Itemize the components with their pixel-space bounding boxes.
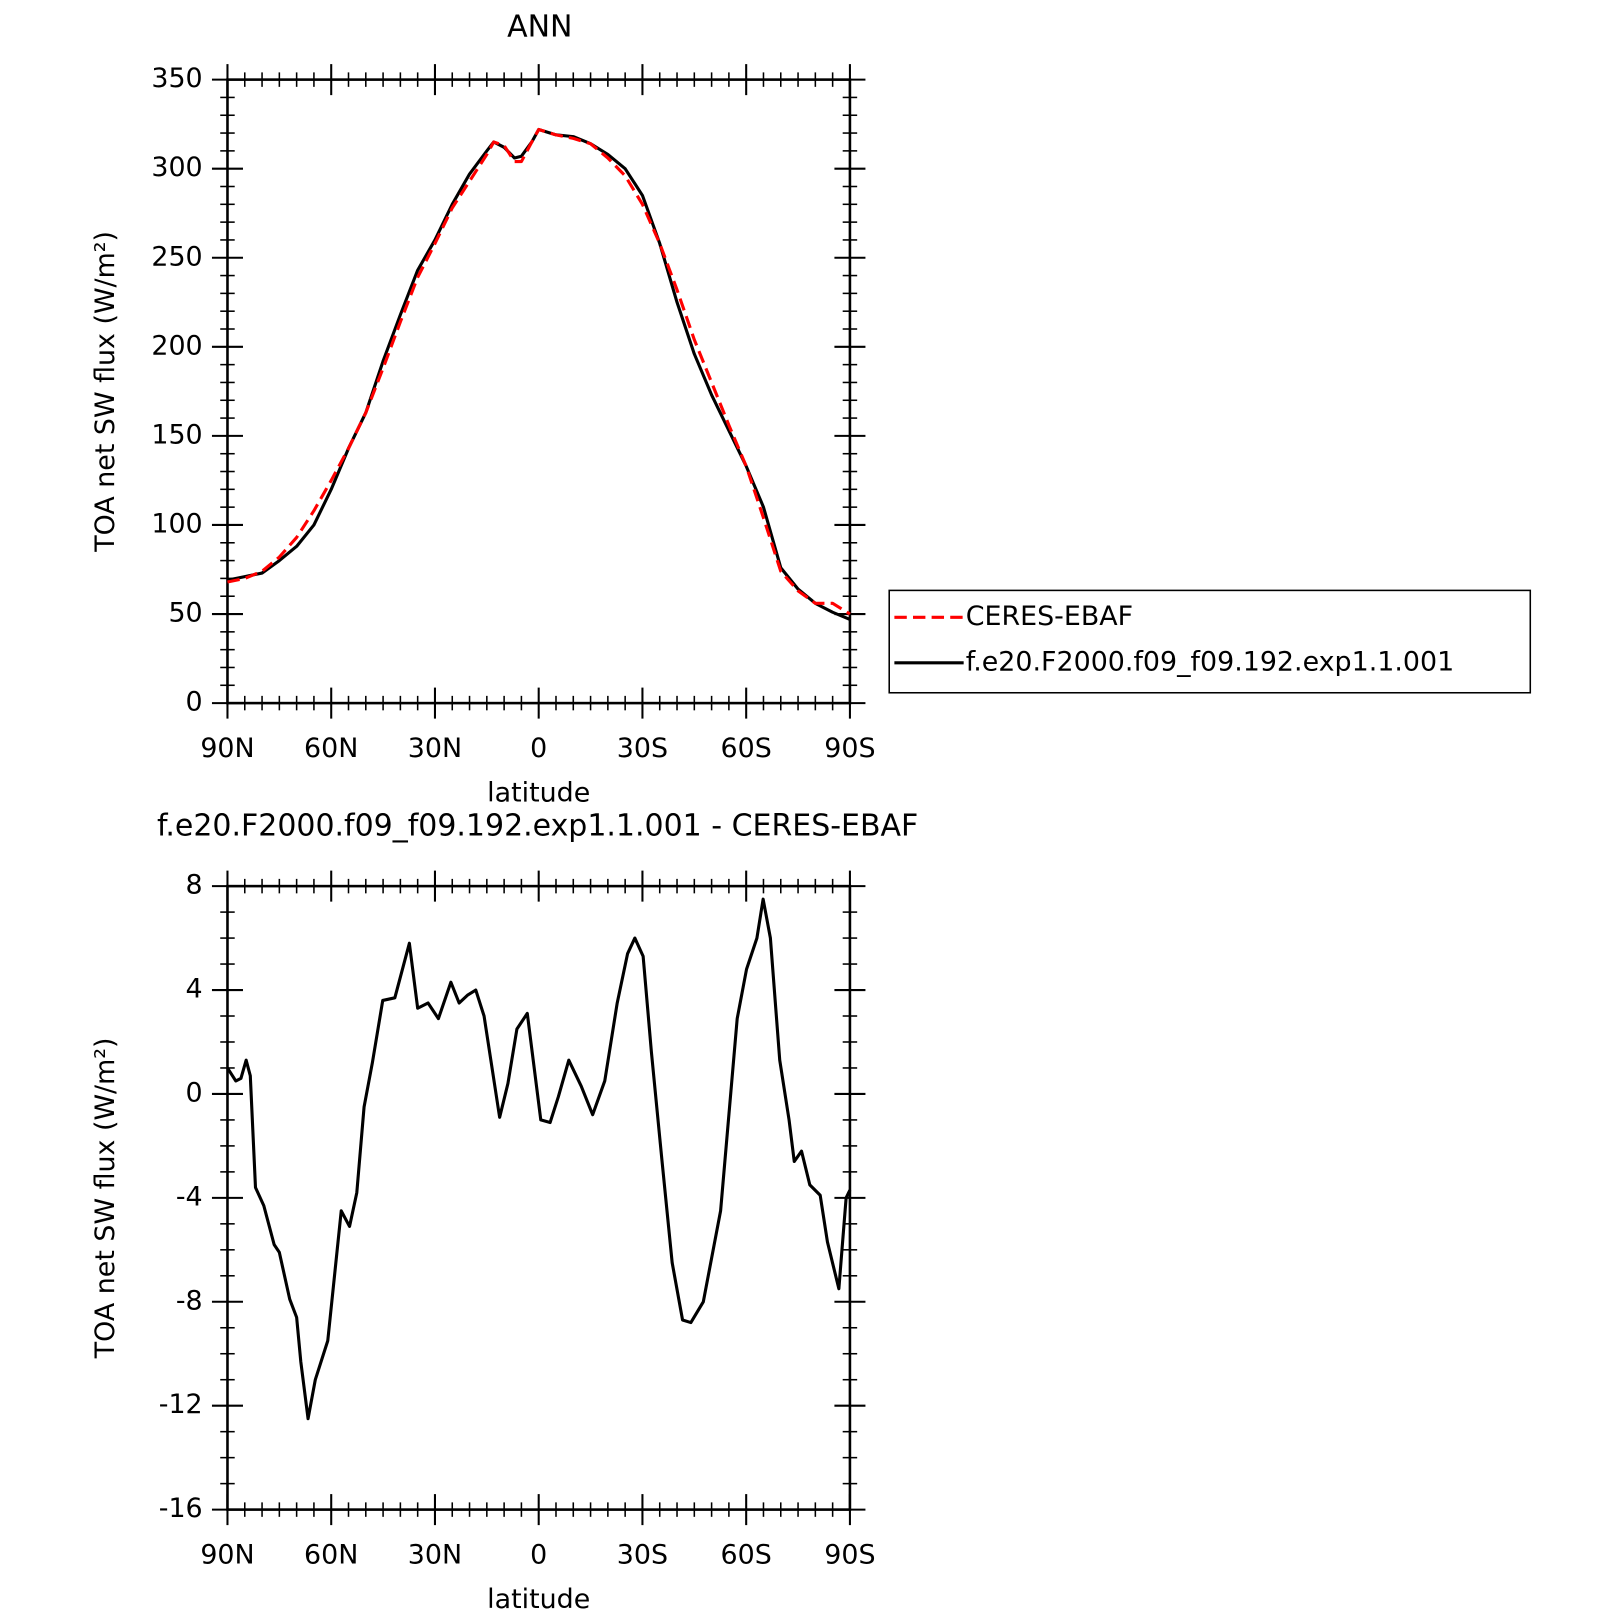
y-tick-label: 4 xyxy=(186,974,203,1005)
y-tick-label: -8 xyxy=(176,1285,203,1316)
y-tick-label: 50 xyxy=(168,598,202,629)
legend-label: f.e20.F2000.f09_f09.192.exp1.1.001 xyxy=(966,646,1454,677)
y-tick-label: -4 xyxy=(176,1181,203,1212)
x-tick-label: 90N xyxy=(200,1540,254,1571)
x-axis-label: latitude xyxy=(487,1584,590,1613)
y-tick-label: 200 xyxy=(151,330,202,361)
data-line xyxy=(227,127,851,621)
chart-title: ANN xyxy=(507,9,572,44)
y-axis-label: TOA net SW flux (W/m²) xyxy=(90,231,121,553)
x-tick-label: 0 xyxy=(530,733,547,764)
chart-title: f.e20.F2000.f09_f09.192.exp1.1.001 - CER… xyxy=(157,809,918,844)
y-tick-label: -16 xyxy=(159,1493,203,1524)
x-axis-label: latitude xyxy=(487,778,590,809)
y-tick-label: 8 xyxy=(186,870,203,901)
x-tick-label: 30N xyxy=(408,1540,462,1571)
x-tick-label: 90S xyxy=(824,1540,875,1571)
y-tick-label: 250 xyxy=(151,241,202,272)
x-tick-label: 30S xyxy=(617,1540,668,1571)
x-tick-label: 0 xyxy=(530,1540,547,1571)
y-tick-label: -12 xyxy=(159,1389,203,1420)
y-axis-label: TOA net SW flux (W/m²) xyxy=(90,1037,121,1359)
y-tick-label: 0 xyxy=(186,687,203,718)
x-tick-label: 60N xyxy=(304,1540,358,1571)
legend-box xyxy=(888,589,1532,694)
data-line xyxy=(227,127,851,616)
legend-label: CERES-EBAF xyxy=(966,601,1133,632)
y-tick-label: 0 xyxy=(186,1077,203,1108)
x-tick-label: 90N xyxy=(200,733,254,764)
plot-frame xyxy=(226,884,852,1511)
x-tick-label: 60S xyxy=(721,733,772,764)
x-tick-label: 60S xyxy=(721,1540,772,1571)
x-tick-label: 30S xyxy=(617,733,668,764)
x-tick-label: 60N xyxy=(304,733,358,764)
x-tick-label: 90S xyxy=(824,733,875,764)
y-tick-label: 100 xyxy=(151,508,202,539)
y-tick-label: 150 xyxy=(151,419,202,450)
plot-frame xyxy=(226,78,852,705)
x-tick-label: 30N xyxy=(408,733,462,764)
y-tick-label: 350 xyxy=(151,63,202,94)
y-tick-label: 300 xyxy=(151,152,202,183)
data-line xyxy=(226,897,852,1421)
